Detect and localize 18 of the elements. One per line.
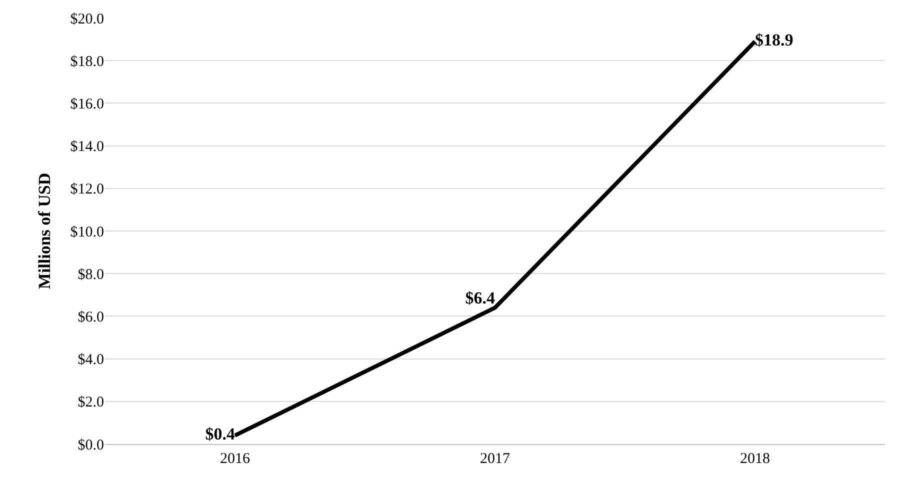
y-tick-label: $6.0 xyxy=(78,309,104,326)
y-tick-label: $2.0 xyxy=(78,394,104,411)
y-tick-label: $10.0 xyxy=(70,224,104,240)
data-label: $0.4 xyxy=(205,424,236,444)
y-tick-label: $0.0 xyxy=(78,437,104,454)
y-tick-label: $18.0 xyxy=(70,54,104,70)
y-tick-label: $20.0 xyxy=(70,11,104,28)
y-tick-label: $14.0 xyxy=(70,139,104,156)
x-tick-label: 2016 xyxy=(220,451,250,467)
data-label: $6.4 xyxy=(465,288,496,308)
y-tick-label: $4.0 xyxy=(78,352,104,368)
data-label: $18.9 xyxy=(755,30,794,50)
y-tick-label: $16.0 xyxy=(70,96,104,112)
x-tick-label: 2017 xyxy=(480,451,510,467)
y-axis-title: Millions of USD xyxy=(34,172,54,290)
y-tick-label: $12.0 xyxy=(70,182,104,198)
x-tick-label: 2018 xyxy=(740,451,770,467)
y-tick-label: $8.0 xyxy=(78,266,104,283)
